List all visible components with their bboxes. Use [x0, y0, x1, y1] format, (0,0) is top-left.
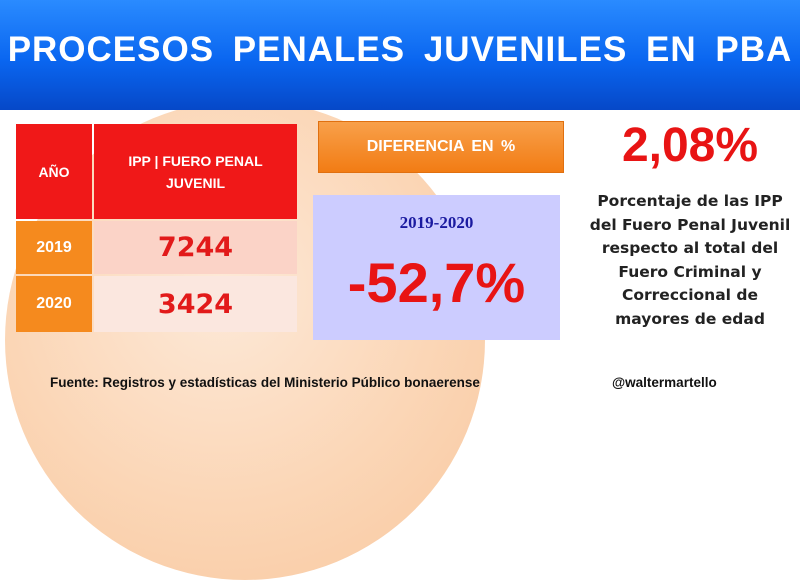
difference-box: 2019-2020 -52,7%	[313, 195, 560, 340]
author-handle: @waltermartello	[612, 375, 717, 390]
title-banner: PROCESOS PENALES JUVENILES EN PBA	[0, 0, 800, 110]
page-title: PROCESOS PENALES JUVENILES EN PBA	[7, 30, 793, 69]
table-row-year: 2020	[16, 276, 92, 332]
source-note: Fuente: Registros y estadísticas del Min…	[50, 375, 480, 390]
share-description: Porcentaje de las IPP del Fuero Penal Ju…	[589, 192, 791, 328]
cases-table: AÑO IPP | FUERO PENAL JUVENIL 2019 7244 …	[16, 124, 297, 332]
table-header-ipp: IPP | FUERO PENAL JUVENIL	[94, 124, 297, 219]
difference-period: 2019-2020	[399, 213, 474, 232]
difference-label: DIFERENCIA EN %	[318, 121, 564, 173]
table-row-value: 3424	[94, 276, 297, 332]
table-row-value: 7244	[94, 221, 297, 274]
difference-value: -52,7%	[347, 251, 526, 314]
share-percent: 2,08%	[621, 119, 759, 172]
table-row-year: 2019	[16, 221, 92, 274]
table-header-year: AÑO	[16, 124, 92, 219]
